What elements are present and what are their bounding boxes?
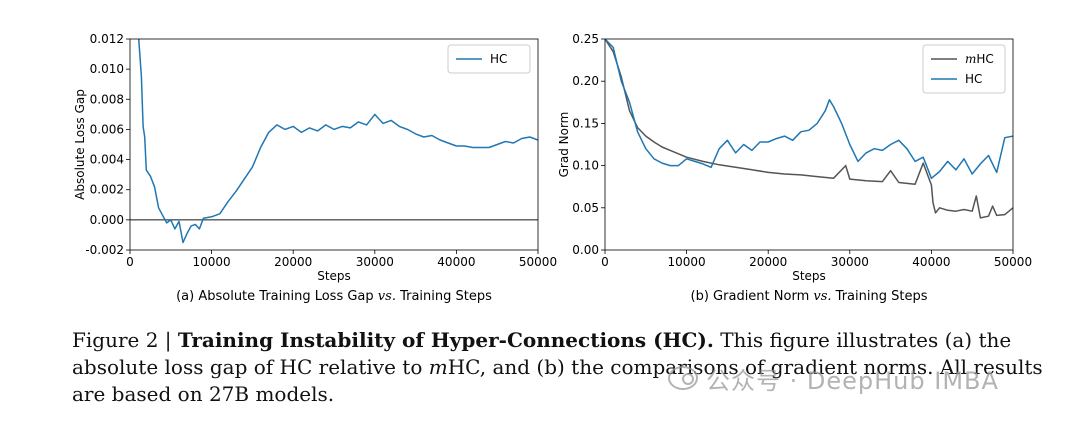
subcaption: (a) Absolute Training Loss Gap vs. Train… (176, 289, 492, 304)
x-tick-label: 20000 (274, 255, 312, 269)
x-axis-label: Steps (792, 269, 826, 283)
x-tick-label: 40000 (912, 255, 950, 269)
legend: mHC HC (922, 44, 1006, 94)
y-tick-label: 0.25 (572, 32, 599, 46)
y-tick-label: 0.00 (572, 243, 599, 257)
y-tick-label: 0.15 (572, 116, 599, 130)
axes-frame (129, 38, 539, 251)
x-tick-label: 10000 (193, 255, 231, 269)
legend: HC (447, 44, 531, 74)
caption-text-1: This figure illustrates (a) the absolute… (72, 328, 1012, 379)
figure-caption: Figure 2 | Training Instability of Hyper… (72, 327, 1062, 408)
x-tick-label: 40000 (437, 255, 475, 269)
legend-box (922, 44, 1006, 94)
x-tick-label: 20000 (749, 255, 787, 269)
y-tick-label: 0.006 (90, 122, 124, 136)
x-tick-label: 30000 (831, 255, 869, 269)
legend-label-hc: HC (490, 52, 507, 66)
series-line-mhc (605, 39, 1013, 219)
caption-text-2: HC, and (b) the comparisons of gradient … (72, 355, 1043, 406)
y-tick-label: 0.012 (90, 32, 124, 46)
x-axis-label: Steps (317, 269, 351, 283)
caption-title: Training Instability of Hyper-Connection… (177, 328, 714, 352)
y-tick-label: 0.10 (572, 159, 599, 173)
caption-m-italic: m (428, 355, 448, 379)
x-tick-label: 0 (601, 255, 609, 269)
y-tick-label: 0.20 (572, 74, 599, 88)
y-tick-label: 0.004 (90, 153, 124, 167)
y-axis-label: Absolute Loss Gap (73, 89, 87, 200)
x-tick-label: 50000 (994, 255, 1032, 269)
caption-label: Figure 2 | (72, 328, 178, 352)
watermark: 公众号 · DeepHub IMBA (668, 360, 1068, 396)
y-tick-label: 0.010 (90, 62, 124, 76)
y-tick-label: 0.008 (90, 92, 124, 106)
y-axis-label: Grad Norm (557, 112, 571, 178)
chart-b: 0 10000 20000 30000 40000 50000 0.00 0.05 0.10 0.… (557, 32, 1032, 304)
x-tick-label: 30000 (356, 255, 394, 269)
y-tick-label: 0.000 (90, 213, 124, 227)
axes-frame (604, 38, 1014, 251)
y-tick-label: 0.002 (90, 183, 124, 197)
legend-label-mhc: mHC (965, 52, 994, 66)
x-tick-label: 0 (126, 255, 134, 269)
series-line-hc (137, 39, 538, 244)
y-tick-label: -0.002 (85, 243, 124, 257)
legend-box (447, 44, 531, 74)
watermark-text: 公众号 · DeepHub IMBA (706, 366, 999, 395)
series-line-hc (605, 39, 1013, 180)
chart-a: 0 10000 20000 30000 40000 50000 -0.002 0.000 0.0… (73, 32, 557, 304)
x-tick-label: 10000 (668, 255, 706, 269)
plot-area (605, 39, 1013, 219)
legend-label-hc: HC (965, 72, 982, 86)
x-tick-label: 50000 (519, 255, 557, 269)
subcaption: (b) Gradient Norm vs. Training Steps (691, 289, 928, 304)
wechat-icon (668, 366, 698, 390)
y-tick-label: 0.05 (572, 201, 599, 215)
plot-area (137, 39, 538, 244)
